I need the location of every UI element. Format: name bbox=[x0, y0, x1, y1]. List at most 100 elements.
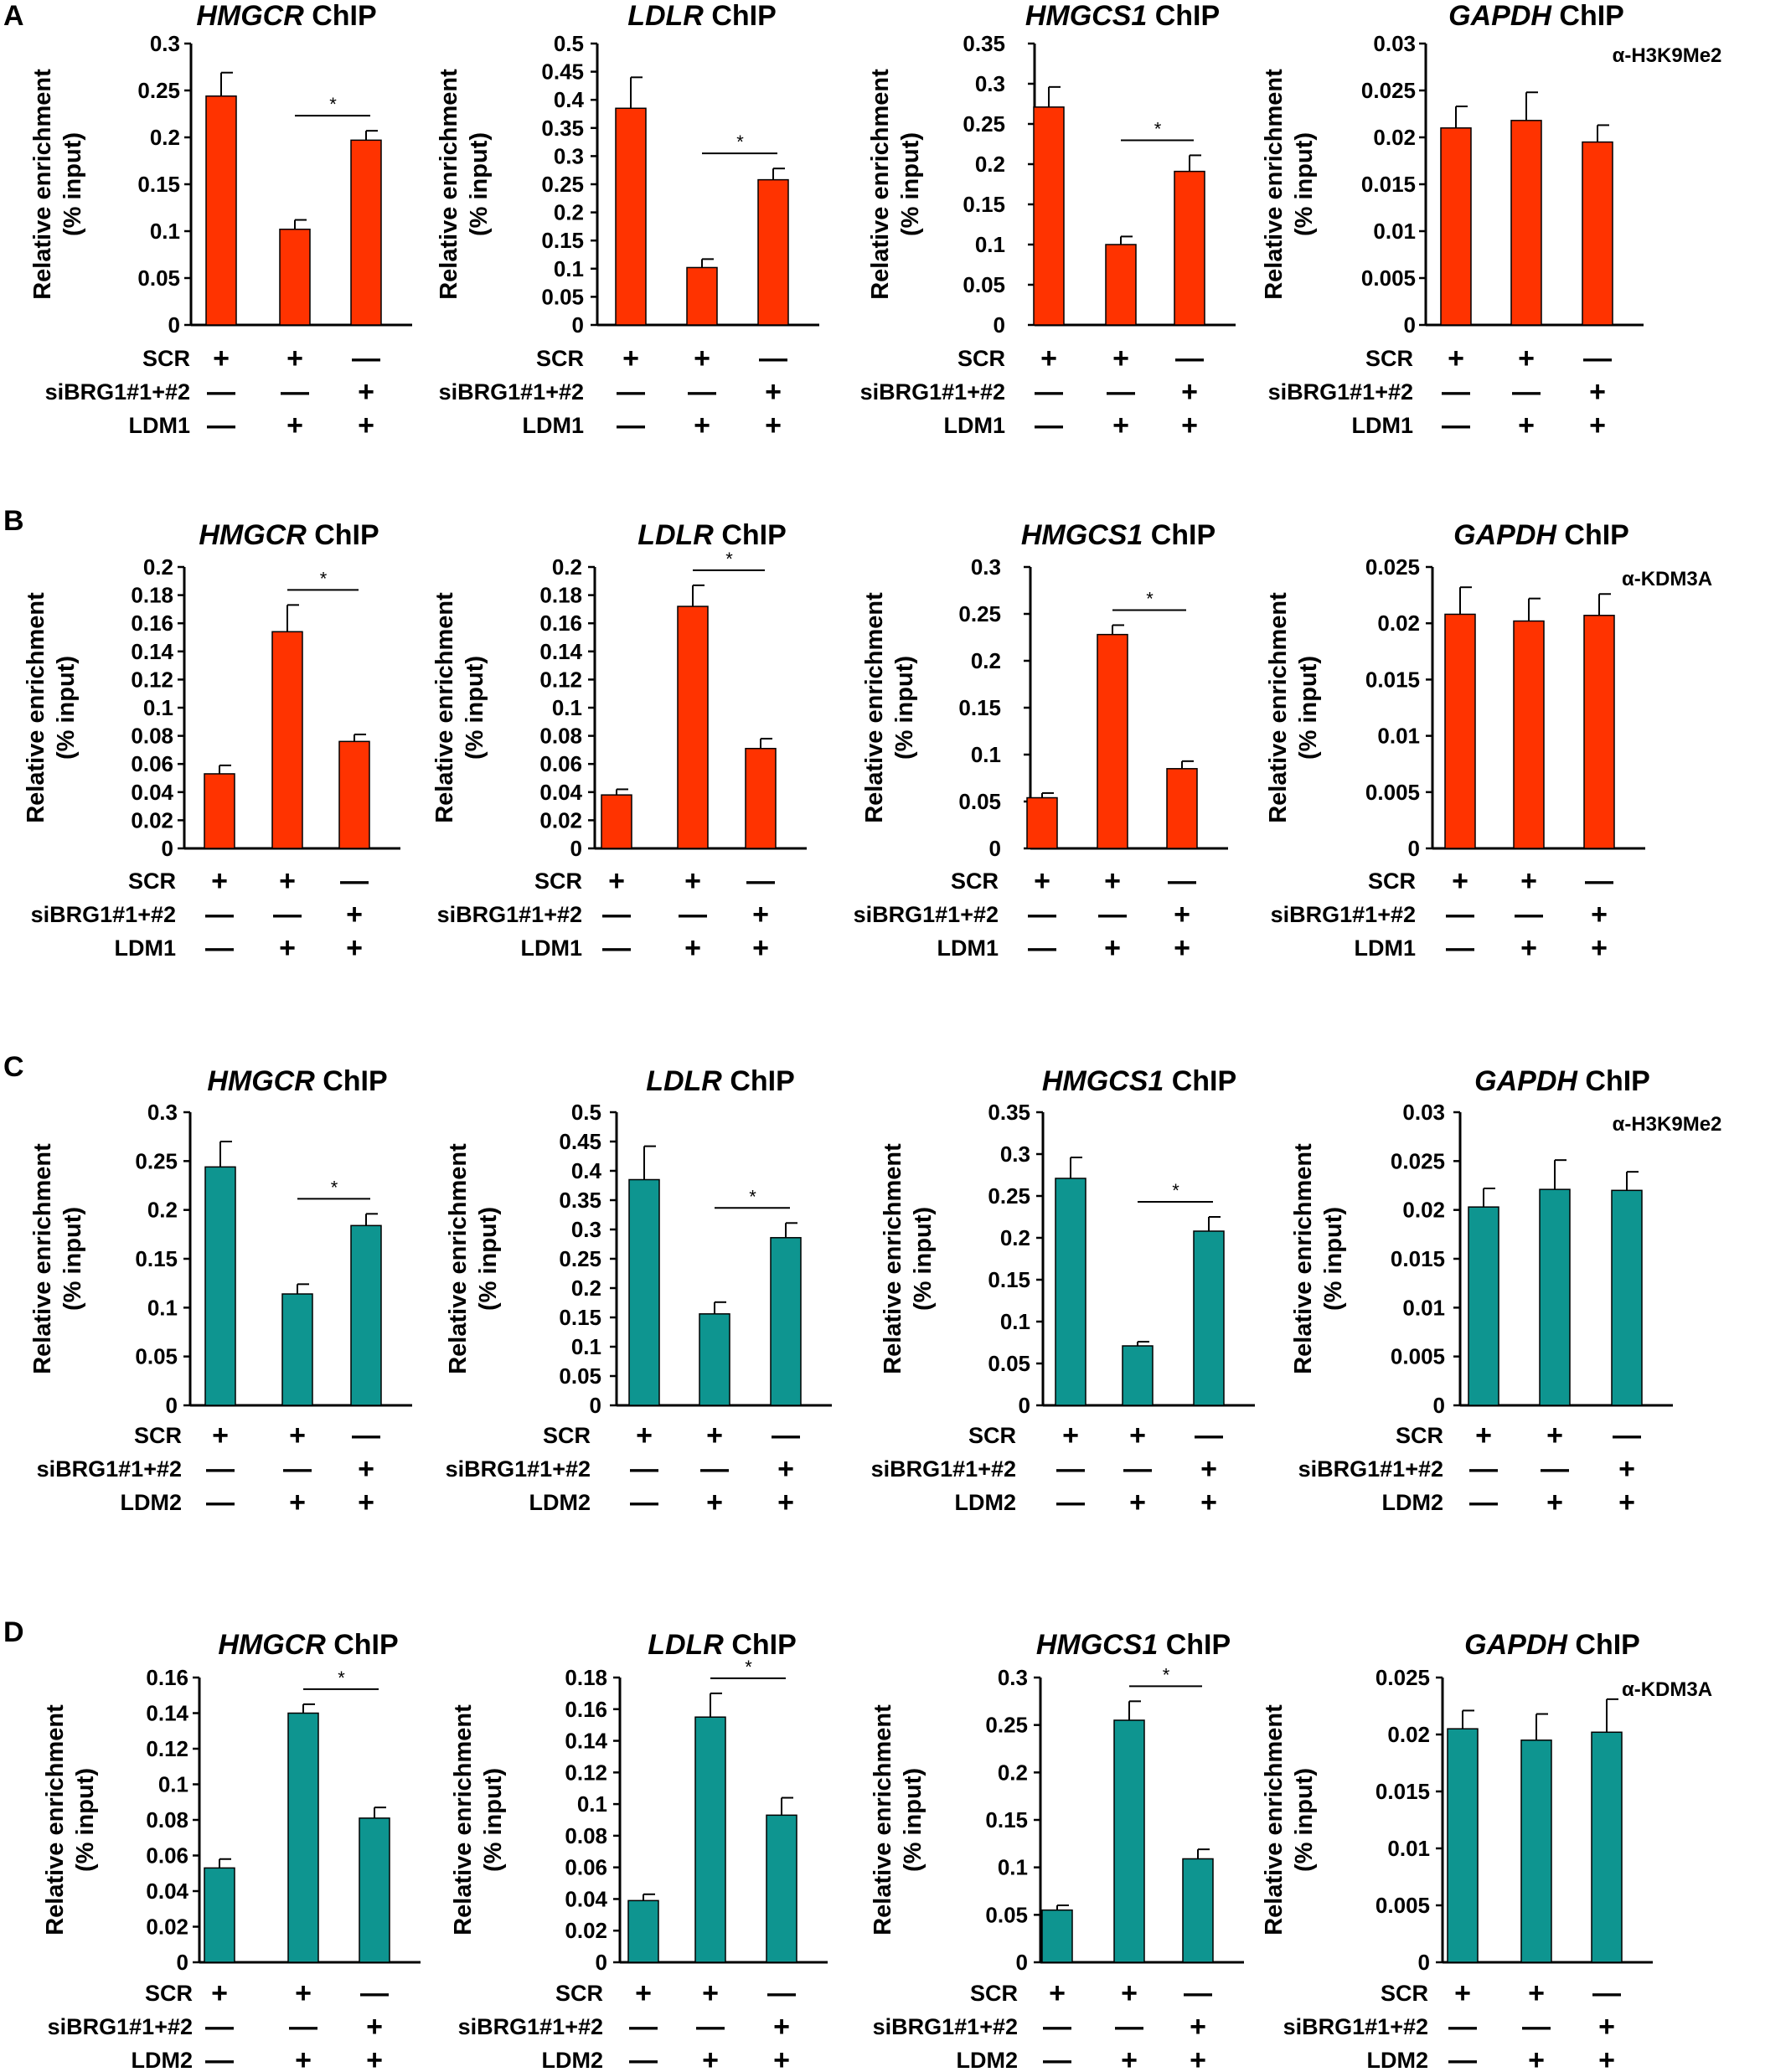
condition-sign: — bbox=[1448, 2011, 1477, 2043]
y-label-line-1: Relative enrichment bbox=[29, 1143, 56, 1374]
condition-sign: + bbox=[636, 1420, 653, 1451]
bar bbox=[287, 1712, 319, 1963]
bar bbox=[271, 631, 303, 849]
gene-name: GAPDH bbox=[1453, 519, 1557, 551]
significance-star: * bbox=[1163, 1664, 1170, 1685]
y-tick-label: 0.15 bbox=[988, 1267, 1030, 1292]
gene-name: LDLR bbox=[637, 519, 714, 551]
y-tick-label: 0.02 bbox=[146, 1915, 188, 1940]
y-tick-label: 0.35 bbox=[541, 116, 584, 141]
condition-sign: + bbox=[366, 2011, 383, 2043]
title-suffix: ChIP bbox=[315, 1065, 388, 1097]
significance-star: * bbox=[1146, 588, 1154, 609]
y-tick-label: 0 bbox=[590, 1393, 601, 1418]
condition-sign: — bbox=[1107, 376, 1135, 408]
y-tick-label: 0.02 bbox=[1377, 611, 1420, 636]
y-label-line-1: Relative enrichment bbox=[42, 1704, 69, 1935]
y-tick-label: 0.14 bbox=[565, 1729, 607, 1754]
chart-title: LDLR ChIP bbox=[637, 519, 787, 551]
y-tick-label: 0.01 bbox=[1402, 1295, 1445, 1320]
y-tick-label: 0.01 bbox=[1387, 1836, 1430, 1861]
condition-sign: — bbox=[772, 1420, 800, 1451]
chart-hmgcs1: HMGCS1 ChIP Relative enrichment (% input) 0… bbox=[860, 0, 1236, 441]
condition-sign: + bbox=[279, 865, 296, 897]
condition-label: SCR bbox=[970, 1981, 1018, 2006]
bar bbox=[627, 1899, 659, 1963]
condition-sign: — bbox=[602, 899, 631, 930]
chart-ldlr: LDLR ChIP Relative enrichment (% input) 0 0.… bbox=[445, 1065, 832, 1518]
condition-sign: + bbox=[1546, 1487, 1563, 1518]
condition-label: LDM2 bbox=[132, 2048, 194, 2072]
y-tick-label: 0.25 bbox=[963, 111, 1005, 137]
condition-sign: + bbox=[1448, 343, 1464, 374]
y-label-line-1: Relative enrichment bbox=[1261, 1704, 1288, 1935]
condition-sign: — bbox=[273, 899, 302, 930]
condition-label: siBRG1#1+#2 bbox=[854, 902, 999, 927]
condition-label: LDM2 bbox=[1382, 1490, 1444, 1515]
y-label-line-1: Relative enrichment bbox=[1265, 592, 1292, 823]
condition-sign: — bbox=[1028, 899, 1056, 930]
significance-star: * bbox=[331, 1177, 338, 1198]
condition-label: siBRG1#1+#2 bbox=[48, 2014, 193, 2039]
y-label-line-2: (% input) bbox=[462, 656, 488, 760]
y-tick-label: 0.1 bbox=[150, 219, 180, 244]
bar bbox=[1444, 613, 1476, 849]
y-tick-label: 0.025 bbox=[1365, 554, 1420, 580]
gene-name: GAPDH bbox=[1464, 1629, 1568, 1661]
condition-label: siBRG1#1+#2 bbox=[860, 379, 1005, 405]
condition-sign: — bbox=[1195, 1420, 1223, 1451]
y-tick-label: 0.18 bbox=[565, 1665, 607, 1690]
y-axis-label: Relative enrichment (% input) bbox=[23, 592, 80, 823]
condition-sign: + bbox=[1181, 410, 1198, 441]
bar bbox=[1513, 620, 1545, 849]
title-suffix: ChIP bbox=[704, 0, 777, 32]
y-tick-label: 0.02 bbox=[539, 807, 582, 832]
y-tick-label: 0.3 bbox=[147, 1100, 178, 1125]
y-tick-label: 0.025 bbox=[1361, 78, 1416, 103]
y-label-line-1: Relative enrichment bbox=[29, 69, 56, 300]
condition-sign: — bbox=[1512, 376, 1541, 408]
condition-sign: + bbox=[706, 1487, 723, 1518]
condition-sign: — bbox=[617, 410, 645, 441]
bar bbox=[204, 1166, 236, 1406]
y-label-line-2: (% input) bbox=[1320, 1207, 1347, 1311]
y-label-line-1: Relative enrichment bbox=[450, 1704, 477, 1935]
y-tick-label: 0.12 bbox=[539, 667, 582, 692]
condition-sign: + bbox=[1528, 2044, 1545, 2072]
chart-title: HMGCS1 ChIP bbox=[1042, 1065, 1236, 1097]
condition-sign: + bbox=[279, 932, 296, 964]
y-tick-label: 0 bbox=[1019, 1393, 1030, 1418]
y-tick-label: 0.3 bbox=[150, 31, 180, 56]
condition-sign: + bbox=[1454, 1977, 1471, 2009]
condition-sign: — bbox=[629, 2011, 658, 2043]
condition-sign: — bbox=[206, 1453, 235, 1485]
condition-sign: — bbox=[1469, 1487, 1498, 1518]
condition-label: siBRG1#1+#2 bbox=[871, 1456, 1016, 1482]
condition-sign: — bbox=[746, 865, 775, 897]
gene-name: LDLR bbox=[646, 1065, 722, 1097]
y-tick-label: 0 bbox=[994, 312, 1005, 338]
condition-sign: + bbox=[1589, 410, 1606, 441]
condition-label: SCR bbox=[1365, 346, 1413, 371]
condition-sign: + bbox=[1062, 1420, 1079, 1451]
chart-ldlr: LDLR ChIP Relative enrichment (% input) 0 0.… bbox=[431, 519, 807, 964]
condition-sign: + bbox=[211, 865, 228, 897]
condition-sign: + bbox=[1190, 2044, 1206, 2072]
y-tick-label: 0.35 bbox=[963, 31, 1005, 56]
condition-sign: + bbox=[295, 1977, 312, 2009]
condition-sign: — bbox=[1035, 376, 1063, 408]
title-suffix: ChIP bbox=[1556, 519, 1629, 551]
condition-label: siBRG1#1+#2 bbox=[37, 1456, 182, 1482]
y-tick-label: 0.005 bbox=[1376, 1893, 1430, 1918]
condition-sign: — bbox=[1043, 2011, 1071, 2043]
bar bbox=[601, 794, 632, 849]
y-tick-label: 0.5 bbox=[554, 31, 584, 56]
y-tick-label: 0.15 bbox=[137, 172, 180, 197]
antibody-label: α-KDM3A bbox=[1622, 1678, 1712, 1701]
y-label-line-1: Relative enrichment bbox=[445, 1143, 472, 1374]
condition-sign: — bbox=[1056, 1453, 1085, 1485]
y-tick-label: 0.02 bbox=[1387, 1722, 1430, 1747]
title-suffix: ChIP bbox=[1143, 519, 1216, 551]
condition-sign: + bbox=[1034, 865, 1050, 897]
condition-sign: + bbox=[773, 2011, 790, 2043]
